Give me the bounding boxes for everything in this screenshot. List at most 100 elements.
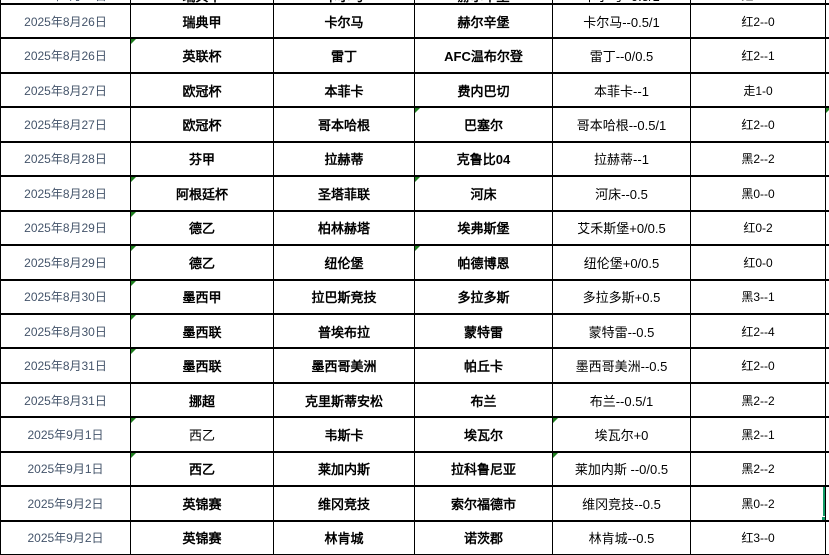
cell-away[interactable]: 帕德博恩 bbox=[415, 246, 553, 279]
cell-league[interactable]: 德乙 bbox=[131, 211, 274, 245]
cell-date[interactable]: 2025年8月31日 bbox=[1, 349, 131, 382]
cell-league[interactable]: 墨西联 bbox=[131, 314, 274, 348]
cell-home[interactable]: 维冈竞技 bbox=[274, 487, 415, 520]
cell-result[interactable]: 走1-0 bbox=[691, 73, 826, 107]
cell-date[interactable]: 2025年8月27日 bbox=[1, 73, 131, 107]
cell-home[interactable]: 本菲卡 bbox=[274, 73, 415, 107]
cell-handicap[interactable]: 多拉多斯+0.5 bbox=[553, 280, 691, 313]
cell-handicap[interactable]: 雷丁--0/0.5 bbox=[553, 39, 691, 72]
cell-date[interactable]: 2025年8月26日 bbox=[1, 5, 131, 38]
cell-date[interactable]: 2025年8月29日 bbox=[1, 211, 131, 245]
cell-handicap[interactable]: 纽伦堡+0/0.5 bbox=[553, 246, 691, 279]
cell-home[interactable]: 卡尔马 bbox=[274, 0, 415, 3]
cell-handicap[interactable]: 哥本哈根--0.5/1 bbox=[553, 108, 691, 141]
cell-date[interactable]: 2025年9月1日 bbox=[1, 418, 131, 451]
cell-home[interactable]: 卡尔马 bbox=[274, 5, 415, 38]
cell-handicap[interactable]: 河床--0.5 bbox=[553, 177, 691, 210]
cell-away[interactable]: 埃瓦尔 bbox=[415, 418, 553, 451]
cell-date[interactable]: 2025年8月30日 bbox=[1, 280, 131, 313]
cell-league[interactable]: 挪超 bbox=[131, 383, 274, 417]
cell-result[interactable]: 黑2--2 bbox=[691, 452, 826, 486]
cell-result[interactable]: 红2--0 bbox=[691, 349, 826, 382]
cell-handicap[interactable]: 蒙特雷--0.5 bbox=[553, 314, 691, 348]
cell-date[interactable]: 2025年9月1日 bbox=[1, 452, 131, 486]
cell-date[interactable]: 2025年8月26日 bbox=[1, 39, 131, 72]
cell-result[interactable]: 红2--1 bbox=[691, 39, 826, 72]
cell-home[interactable]: 林肯城 bbox=[274, 521, 415, 554]
cell-league[interactable]: 西乙 bbox=[131, 418, 274, 451]
cell-away[interactable]: 赫尔辛堡 bbox=[415, 5, 553, 38]
cell-home[interactable]: 拉赫蒂 bbox=[274, 142, 415, 176]
cell-league[interactable]: 英联杯 bbox=[131, 39, 274, 72]
cell-home[interactable]: 柏林赫塔 bbox=[274, 211, 415, 245]
cell-home[interactable]: 普埃布拉 bbox=[274, 314, 415, 348]
cell-home[interactable]: 克里斯蒂安松 bbox=[274, 383, 415, 417]
cell-league[interactable]: 欧冠杯 bbox=[131, 108, 274, 141]
cell-result[interactable]: 黑2--1 bbox=[691, 418, 826, 451]
cell-handicap[interactable]: 维冈竞技--0.5 bbox=[553, 487, 691, 520]
cell-home[interactable]: 圣塔菲联 bbox=[274, 177, 415, 210]
cell-league[interactable]: 阿根廷杯 bbox=[131, 177, 274, 210]
cell-league[interactable]: 西乙 bbox=[131, 452, 274, 486]
cell-league[interactable]: 墨西联 bbox=[131, 349, 274, 382]
cell-handicap[interactable]: 埃瓦尔+0 bbox=[553, 418, 691, 451]
cell-away[interactable]: 拉科鲁尼亚 bbox=[415, 452, 553, 486]
cell-away[interactable]: 埃弗斯堡 bbox=[415, 211, 553, 245]
cell-date[interactable]: 2025年8月29日 bbox=[1, 246, 131, 279]
cell-handicap[interactable]: 布兰--0.5/1 bbox=[553, 383, 691, 417]
cell-home[interactable]: 莱加内斯 bbox=[274, 452, 415, 486]
cell-handicap[interactable]: 林肯城--0.5 bbox=[553, 521, 691, 554]
cell-home[interactable]: 韦斯卡 bbox=[274, 418, 415, 451]
cell-league[interactable]: 墨西甲 bbox=[131, 280, 274, 313]
cell-result[interactable]: 黑0--0 bbox=[691, 177, 826, 210]
cell-handicap[interactable]: 拉赫蒂--1 bbox=[553, 142, 691, 176]
cell-league[interactable]: 芬甲 bbox=[131, 142, 274, 176]
cell-result[interactable]: 黑2--2 bbox=[691, 142, 826, 176]
cell-handicap[interactable]: 卡尔马--0.5/1 bbox=[553, 0, 691, 3]
cell-away[interactable]: AFC温布尔登 bbox=[415, 39, 553, 72]
cell-result[interactable]: 红2--0 bbox=[691, 5, 826, 38]
cell-date[interactable]: 2025年9月2日 bbox=[1, 521, 131, 554]
cell-date[interactable]: 2025年8月26日 bbox=[1, 0, 131, 3]
cell-home[interactable]: 纽伦堡 bbox=[274, 246, 415, 279]
cell-result[interactable]: 红2--0 bbox=[691, 108, 826, 141]
cell-home[interactable]: 雷丁 bbox=[274, 39, 415, 72]
cell-result[interactable]: 红0-2 bbox=[691, 211, 826, 245]
cell-away[interactable]: 索尔福德市 bbox=[415, 487, 553, 520]
cell-date[interactable]: 2025年8月28日 bbox=[1, 177, 131, 210]
cell-result[interactable]: 黑0--2 bbox=[691, 487, 826, 520]
cell-date[interactable]: 2025年8月28日 bbox=[1, 142, 131, 176]
cell-result[interactable]: 红0-0 bbox=[691, 246, 826, 279]
cell-away[interactable]: 克鲁比04 bbox=[415, 142, 553, 176]
cell-handicap[interactable]: 墨西哥美洲--0.5 bbox=[553, 349, 691, 382]
cell-away[interactable]: 蒙特雷 bbox=[415, 314, 553, 348]
cell-result[interactable]: 红2--4 bbox=[691, 314, 826, 348]
cell-date[interactable]: 2025年8月30日 bbox=[1, 314, 131, 348]
cell-handicap[interactable]: 卡尔马--0.5/1 bbox=[553, 5, 691, 38]
cell-league[interactable]: 英锦赛 bbox=[131, 487, 274, 520]
cell-league[interactable]: 德乙 bbox=[131, 246, 274, 279]
cell-date[interactable]: 2025年9月2日 bbox=[1, 487, 131, 520]
cell-result[interactable]: 红2--0 bbox=[691, 0, 826, 3]
cell-league[interactable]: 瑞典甲 bbox=[131, 0, 274, 3]
cell-league[interactable]: 欧冠杯 bbox=[131, 73, 274, 107]
cell-league[interactable]: 英锦赛 bbox=[131, 521, 274, 554]
cell-away[interactable]: 诺茨郡 bbox=[415, 521, 553, 554]
cell-result[interactable]: 黑3--1 bbox=[691, 280, 826, 313]
cell-away[interactable]: 赫尔辛堡 bbox=[415, 0, 553, 3]
cell-handicap[interactable]: 莱加内斯 --0/0.5 bbox=[553, 452, 691, 486]
cell-away[interactable]: 巴塞尔 bbox=[415, 108, 553, 141]
cell-home[interactable]: 墨西哥美洲 bbox=[274, 349, 415, 382]
cell-away[interactable]: 河床 bbox=[415, 177, 553, 210]
cell-league[interactable]: 瑞典甲 bbox=[131, 5, 274, 38]
cell-away[interactable]: 费内巴切 bbox=[415, 73, 553, 107]
cell-result[interactable]: 黑2--2 bbox=[691, 383, 826, 417]
cell-result[interactable]: 红3--0 bbox=[691, 521, 826, 554]
cell-away[interactable]: 多拉多斯 bbox=[415, 280, 553, 313]
cell-away[interactable]: 帕丘卡 bbox=[415, 349, 553, 382]
cell-away[interactable]: 布兰 bbox=[415, 383, 553, 417]
cell-date[interactable]: 2025年8月31日 bbox=[1, 383, 131, 417]
cell-handicap[interactable]: 艾禾斯堡+0/0.5 bbox=[553, 211, 691, 245]
cell-home[interactable]: 哥本哈根 bbox=[274, 108, 415, 141]
cell-date[interactable]: 2025年8月27日 bbox=[1, 108, 131, 141]
